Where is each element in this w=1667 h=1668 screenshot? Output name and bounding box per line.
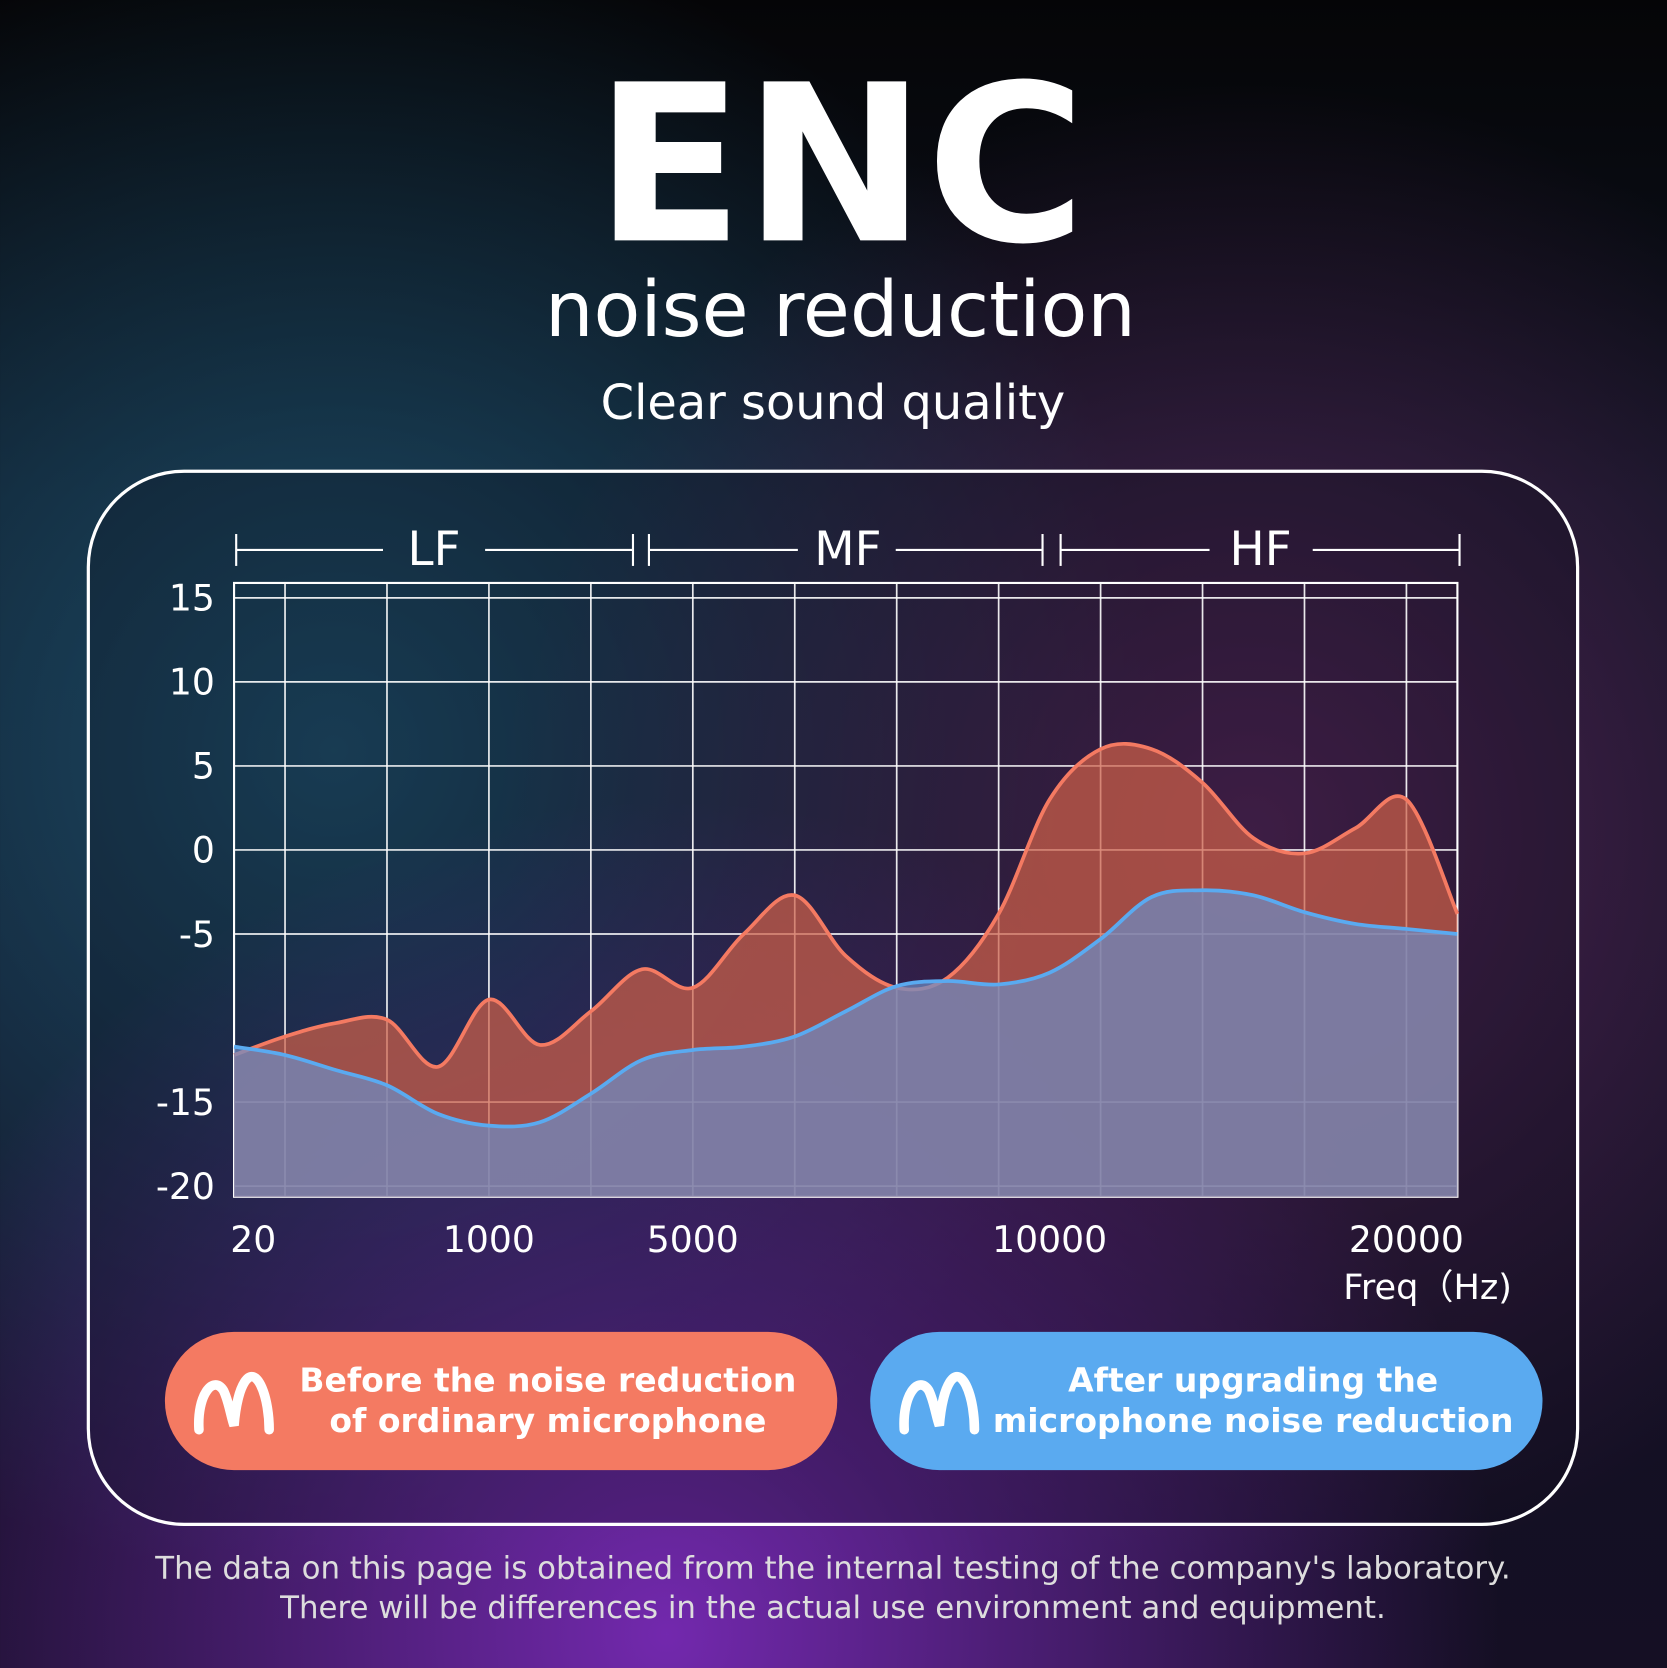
legend-entry: After upgrading the microphone noise red…	[992, 1361, 1514, 1441]
x-tick-label: 1000	[443, 1218, 535, 1261]
footnote: There will be differences in the actual …	[279, 1590, 1386, 1626]
y-tick-label: 5	[192, 745, 215, 788]
line	[233, 888, 1458, 1129]
tagline: Clear sound quality	[601, 376, 1066, 431]
line	[233, 741, 1460, 1069]
y-tick-label: -20	[156, 1165, 215, 1208]
legend-pill	[164, 1331, 838, 1471]
x-tick-label: 20	[230, 1218, 276, 1261]
y-tick-label: 15	[169, 577, 215, 620]
subtitle: noise reduction	[545, 266, 1136, 355]
y-tick-label: -5	[179, 913, 215, 956]
band-label: HF	[1230, 523, 1292, 577]
legend-label: Before the noise reduction of ordinary m…	[299, 1361, 797, 1441]
y-tick-label: 0	[192, 829, 215, 872]
footnote: The data on this page is obtained from t…	[154, 1551, 1510, 1587]
band-label: MF	[814, 523, 881, 577]
legend-label: After upgrading the microphone noise red…	[992, 1361, 1514, 1441]
x-tick-label: 5000	[647, 1218, 739, 1261]
band-brackets	[235, 534, 1461, 566]
area	[234, 890, 1458, 1197]
legend-icon	[194, 1372, 274, 1435]
x-tick-label: 10000	[992, 1218, 1107, 1261]
title: ENC	[595, 39, 1086, 292]
x-axis-label: Freq（Hz)	[1343, 1267, 1512, 1308]
x-tick-label: 20000	[1349, 1218, 1464, 1261]
y-tick-label: -15	[156, 1081, 215, 1124]
legend-entry: Before the noise reduction of ordinary m…	[299, 1361, 797, 1441]
legend-icon	[899, 1372, 980, 1435]
band-label: LF	[408, 523, 461, 577]
y-tick-label: 10	[169, 661, 215, 704]
legend-pill	[870, 1331, 1543, 1471]
